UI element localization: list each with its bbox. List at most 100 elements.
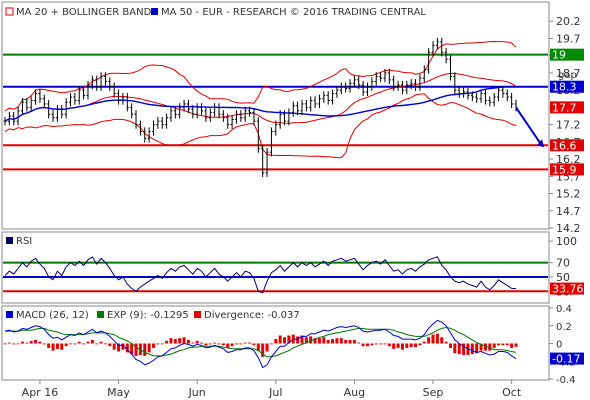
xaxis-label: Jul — [268, 386, 282, 399]
xaxis-label: Jun — [188, 386, 206, 399]
ma50-line — [4, 85, 516, 122]
divergence-bar — [121, 343, 125, 350]
divergence-bar — [479, 343, 483, 351]
divergence-bar — [366, 343, 370, 347]
rsi-panel-frame — [1, 231, 550, 304]
divergence-bar — [453, 343, 457, 354]
divergence-bar — [252, 343, 256, 346]
divergence-bar — [143, 343, 147, 356]
divergence-bar — [173, 339, 177, 344]
divergence-bar — [422, 341, 426, 344]
rsi-ytick-label: 70 — [556, 257, 570, 270]
divergence-bar — [178, 338, 182, 344]
macd-ytick-label: 0.2 — [556, 322, 572, 333]
price-ytick-label: 14.7 — [556, 205, 581, 218]
xaxis-label: Aug — [344, 386, 365, 399]
divergence-bar — [396, 343, 400, 348]
divergence-bar — [55, 343, 59, 349]
divergence-bar — [339, 338, 343, 344]
macd-ytick-label: -0.4 — [556, 375, 576, 386]
divergence-bar — [475, 343, 479, 354]
divergence-bar — [431, 334, 435, 344]
price-ytick-label: 14.2 — [556, 222, 581, 235]
divergence-bar — [261, 343, 265, 357]
divergence-bar — [313, 338, 317, 344]
divergence-bar — [169, 338, 173, 344]
divergence-bar — [95, 343, 99, 345]
divergence-bar — [103, 343, 107, 345]
rsi-legend-label: RSI — [16, 236, 32, 247]
divergence-bar — [191, 342, 195, 344]
rsi-legend-swatch — [6, 237, 13, 244]
divergence-bar — [38, 341, 42, 344]
price-ytick-label: 17.2 — [556, 119, 581, 132]
exp-signal-line — [5, 326, 517, 358]
divergence-bar — [64, 343, 68, 347]
divergence-bar — [226, 343, 230, 348]
divergence-bar — [317, 338, 321, 344]
divergence-bar — [156, 343, 160, 345]
rsi-line — [4, 256, 517, 294]
divergence-bar — [12, 343, 16, 345]
divergence-bar — [435, 333, 439, 344]
divergence-bar — [510, 343, 514, 348]
macd-line — [4, 319, 517, 369]
divergence-bar — [379, 343, 383, 345]
divergence-bar — [82, 343, 86, 345]
divergence-bar — [392, 343, 396, 349]
macd-ytick-label: 0.4 — [556, 304, 572, 315]
divergence-bar — [457, 343, 461, 355]
divergence-bar — [151, 343, 155, 348]
bollinger-upper-line — [4, 40, 517, 112]
divergence-bar — [230, 343, 234, 347]
gap-annotation: gap — [558, 70, 577, 81]
divergence-bar — [492, 343, 496, 348]
divergence-bar — [488, 343, 492, 351]
divergence-bar — [326, 339, 330, 344]
xaxis-label: Sep — [423, 386, 444, 399]
ma50-legend-label: MA 50 - EUR - RESEARCH © 2016 TRADING CE… — [161, 7, 426, 18]
rsi-ytick-label: 100 — [556, 235, 577, 248]
divergence-bar — [418, 343, 422, 346]
divergence-bar — [42, 343, 46, 345]
divergence-bar — [304, 337, 308, 344]
divergence-bar — [505, 343, 509, 346]
divergence-bar — [134, 343, 138, 356]
divergence-bar — [195, 340, 199, 344]
divergence-bar — [444, 341, 448, 344]
divergence-bar — [322, 337, 326, 344]
divergence-bar — [7, 342, 11, 344]
price-legend: MA 20 + BOLLINGER BANDS MA 50 - EUR - RE… — [5, 7, 426, 18]
rsi-current-tag: 33.76 — [552, 283, 584, 296]
divergence-bar — [283, 337, 287, 344]
divergence-bar — [86, 341, 90, 344]
divergence-bar — [352, 339, 356, 344]
divergence-bar — [483, 343, 487, 351]
divergence-bar — [217, 343, 221, 345]
divergence-bar — [51, 343, 55, 351]
divergence-bar — [348, 339, 352, 344]
divergence-bar — [125, 343, 129, 353]
divergence-bar — [448, 343, 452, 348]
divergence-bar — [501, 343, 505, 346]
divergence-bar — [374, 343, 378, 345]
divergence-bar — [357, 342, 361, 344]
divergence-bar — [3, 343, 7, 345]
price-current-tag: 17.7 — [552, 101, 577, 114]
rsi-ytick-label: 50 — [556, 271, 570, 284]
divergence-bar — [186, 339, 190, 344]
divergence-bar — [370, 343, 374, 346]
divergence-bar — [77, 341, 81, 344]
price-level-tag: 19 — [552, 49, 566, 62]
macd-ytick-label: 0 — [556, 340, 562, 351]
ma50-legend-swatch — [151, 8, 158, 15]
divergence-bar — [331, 339, 335, 344]
exp-legend-swatch — [97, 311, 104, 318]
divergence-bar — [335, 338, 339, 344]
bollinger-lower-line — [4, 93, 517, 159]
divergence-bar — [278, 335, 282, 344]
rsi-legend: RSI — [6, 236, 32, 247]
exp-legend-label: EXP (9): -0.1295 — [107, 310, 189, 321]
divergence-bar — [204, 343, 208, 346]
